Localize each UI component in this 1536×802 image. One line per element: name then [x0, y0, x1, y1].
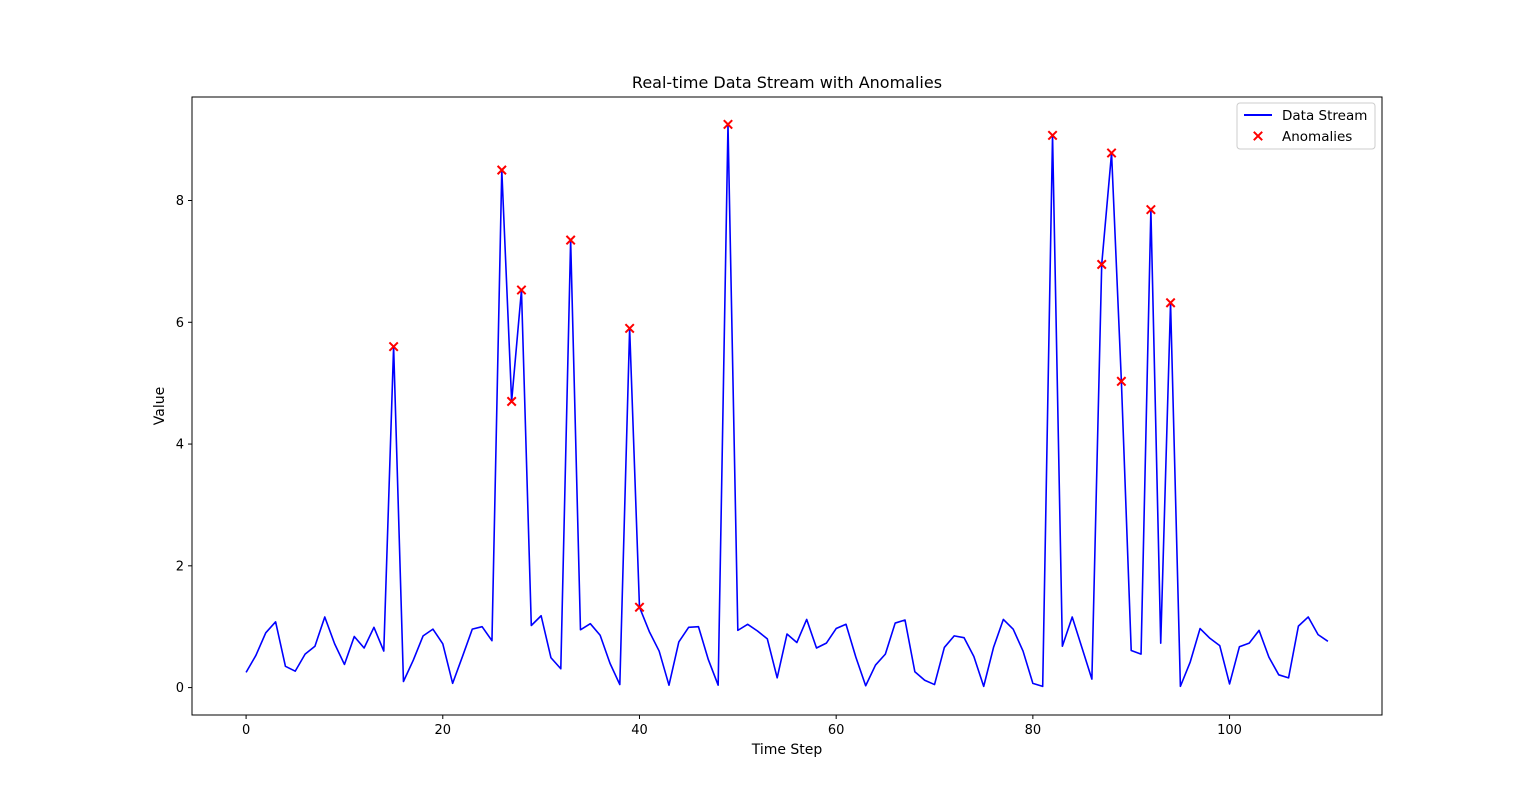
- anomaly-marker: [723, 119, 733, 130]
- anomaly-marker: [496, 165, 507, 175]
- anomaly-marker: [1116, 376, 1127, 387]
- anomaly-marker: [1096, 259, 1107, 270]
- y-axis-label: Value: [152, 387, 168, 425]
- y-tick-label: 0: [176, 681, 184, 696]
- anomaly-marker: [1145, 204, 1156, 215]
- anomaly-marker: [565, 235, 576, 245]
- legend-label-data-stream: Data Stream: [1282, 108, 1367, 124]
- anomaly-marker: [516, 285, 527, 295]
- x-tick-label: 0: [242, 723, 250, 738]
- legend-anomaly-marker: [1253, 131, 1263, 141]
- y-tick-label: 6: [176, 316, 184, 331]
- data-stream-line: [245, 123, 1329, 688]
- y-tick-label: 4: [176, 438, 184, 453]
- anomaly-marker: [624, 323, 635, 334]
- x-tick-label: 100: [1217, 723, 1242, 738]
- anomaly-marker: [1165, 297, 1176, 308]
- legend-label-anomalies: Anomalies: [1282, 129, 1352, 145]
- legend-swatch-anomalies: [1253, 131, 1263, 141]
- y-tick-label: 8: [176, 194, 184, 209]
- plot-frame: [191, 96, 1383, 716]
- legend: Data Stream Anomalies: [1236, 102, 1376, 150]
- x-tick-label: 80: [1025, 723, 1042, 738]
- x-tick-label: 40: [631, 723, 648, 738]
- anomaly-marker: [1047, 130, 1058, 141]
- anomaly-marker: [506, 396, 517, 407]
- anomaly-marker: [1106, 148, 1117, 158]
- x-axis-label: Time Step: [751, 742, 823, 758]
- y-tick-label: 2: [176, 559, 184, 574]
- chart-title: Real-time Data Stream with Anomalies: [632, 73, 942, 92]
- x-tick-label: 60: [828, 723, 845, 738]
- plot-area: 0 20 40 60 80 100 0 2 4 6 8: [176, 96, 1383, 738]
- x-tick-label: 20: [435, 723, 452, 738]
- anomaly-marker: [634, 602, 645, 613]
- anomaly-marker: [388, 341, 399, 352]
